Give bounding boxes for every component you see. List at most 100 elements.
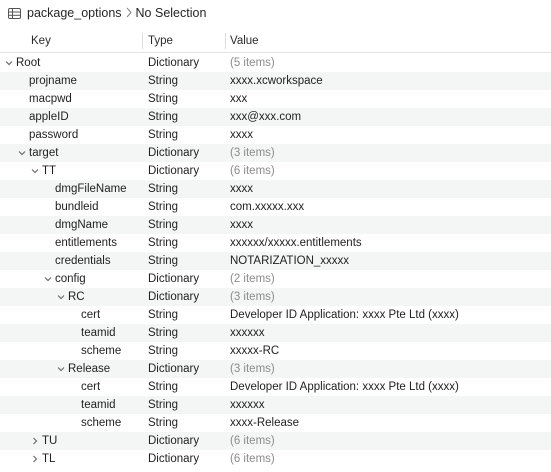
table-row[interactable]: TT Dictionary (6 items) [0, 162, 551, 180]
table-row[interactable]: dmgFileName String xxxx [0, 180, 551, 198]
column-header-key[interactable]: Key [31, 35, 51, 47]
table-row[interactable]: macpwd String xxx [0, 90, 551, 108]
row-value[interactable]: xxxxxx/xxxxx.entitlements [230, 237, 362, 249]
row-type[interactable]: String [148, 417, 179, 429]
row-type[interactable]: Dictionary [148, 273, 200, 285]
breadcrumb-file[interactable]: package_options [27, 6, 122, 20]
row-type[interactable]: String [148, 381, 179, 393]
row-value[interactable]: xxxxx-RC [230, 345, 280, 357]
row-type[interactable]: String [148, 129, 179, 141]
row-type[interactable]: String [148, 255, 179, 267]
row-key[interactable]: dmgName [55, 219, 109, 231]
row-key[interactable]: Release [68, 363, 111, 375]
chevron-down-icon[interactable] [17, 144, 27, 162]
row-value[interactable]: NOTARIZATION_xxxxx [230, 255, 350, 267]
row-type[interactable]: String [148, 75, 179, 87]
chevron-right-icon[interactable] [30, 450, 40, 468]
row-type[interactable]: String [148, 399, 179, 411]
table-row[interactable]: TU Dictionary (6 items) [0, 432, 551, 450]
row-key[interactable]: bundleid [55, 201, 99, 213]
breadcrumb-selection[interactable]: No Selection [135, 6, 207, 20]
column-header-type[interactable]: Type [148, 35, 173, 47]
row-key[interactable]: cert [81, 381, 101, 393]
row-key[interactable]: scheme [81, 345, 122, 357]
row-value[interactable]: xxxxxx [230, 327, 265, 339]
row-key[interactable]: appleID [29, 111, 69, 123]
row-type[interactable]: String [148, 93, 179, 105]
row-type[interactable]: String [148, 201, 179, 213]
table-row[interactable]: cert String Developer ID Application: xxxx… [0, 378, 551, 396]
row-key[interactable]: config [55, 273, 86, 285]
table-row[interactable]: entitlements String xxxxxx/xxxxx.entitleme… [0, 234, 551, 252]
table-row[interactable]: credentials String NOTARIZATION_xxxxx [0, 252, 551, 270]
row-type[interactable]: String [148, 111, 179, 123]
row-value[interactable]: (2 items) [230, 273, 275, 285]
row-key[interactable]: dmgFileName [55, 183, 127, 195]
chevron-down-icon[interactable] [56, 360, 66, 378]
table-row[interactable]: teamid String xxxxxx [0, 396, 551, 414]
row-key[interactable]: Root [16, 57, 41, 69]
row-value[interactable]: xxxx [230, 219, 253, 231]
row-key[interactable]: credentials [55, 255, 111, 267]
row-type[interactable]: Dictionary [148, 291, 200, 303]
row-value[interactable]: (3 items) [230, 291, 275, 303]
chevron-down-icon[interactable] [43, 270, 53, 288]
chevron-down-icon[interactable] [56, 288, 66, 306]
table-row[interactable]: dmgName String xxxx [0, 216, 551, 234]
row-value[interactable]: (6 items) [230, 435, 275, 447]
table-row[interactable]: teamid String xxxxxx [0, 324, 551, 342]
row-type[interactable]: String [148, 327, 179, 339]
table-row[interactable]: bundleid String com.xxxxx.xxx [0, 198, 551, 216]
row-key[interactable]: teamid [81, 327, 116, 339]
row-value[interactable]: xxx [230, 93, 248, 105]
row-key[interactable]: TT [42, 165, 57, 177]
table-row[interactable]: TL Dictionary (6 items) [0, 450, 551, 468]
row-key[interactable]: TL [42, 453, 56, 465]
row-key[interactable]: password [29, 129, 79, 141]
row-value[interactable]: (3 items) [230, 147, 275, 159]
row-value[interactable]: xxxxxx [230, 399, 265, 411]
table-row[interactable]: config Dictionary (2 items) [0, 270, 551, 288]
row-key[interactable]: projname [29, 75, 77, 87]
row-key[interactable]: cert [81, 309, 101, 321]
row-value[interactable]: xxxx.xcworkspace [230, 75, 323, 87]
column-divider[interactable] [142, 33, 143, 49]
chevron-right-icon[interactable] [30, 432, 40, 450]
table-row[interactable]: scheme String xxxxx-RC [0, 342, 551, 360]
row-type[interactable]: String [148, 183, 179, 195]
row-value[interactable]: xxx@xxx.com [230, 111, 302, 123]
table-row[interactable]: appleID String xxx@xxx.com [0, 108, 551, 126]
column-header-value[interactable]: Value [230, 35, 259, 47]
row-value[interactable]: xxxx-Release [230, 417, 300, 429]
row-type[interactable]: Dictionary [148, 57, 200, 69]
row-type[interactable]: Dictionary [148, 435, 200, 447]
row-value[interactable]: (5 items) [230, 57, 275, 69]
table-row[interactable]: projname String xxxx.xcworkspace [0, 72, 551, 90]
row-key[interactable]: TU [42, 435, 58, 447]
row-value[interactable]: xxxx [230, 129, 253, 141]
row-value[interactable]: Developer ID Application: xxxx Pte Ltd (… [230, 381, 459, 393]
table-row[interactable]: password String xxxx [0, 126, 551, 144]
row-type[interactable]: String [148, 345, 179, 357]
row-type[interactable]: String [148, 309, 179, 321]
chevron-down-icon[interactable] [4, 54, 14, 72]
row-key[interactable]: target [29, 147, 59, 159]
row-key[interactable]: entitlements [55, 237, 118, 249]
row-value[interactable]: xxxx [230, 183, 253, 195]
column-divider[interactable] [225, 33, 226, 49]
row-type[interactable]: String [148, 237, 179, 249]
row-key[interactable]: macpwd [29, 93, 72, 105]
table-row[interactable]: Root Dictionary (5 items) [0, 54, 551, 72]
row-value[interactable]: Developer ID Application: xxxx Pte Ltd (… [230, 309, 459, 321]
table-row[interactable]: Release Dictionary (3 items) [0, 360, 551, 378]
table-row[interactable]: scheme String xxxx-Release [0, 414, 551, 432]
row-key[interactable]: teamid [81, 399, 116, 411]
row-value[interactable]: com.xxxxx.xxx [230, 201, 305, 213]
row-type[interactable]: String [148, 219, 179, 231]
table-row[interactable]: cert String Developer ID Application: xxxx… [0, 306, 551, 324]
table-row[interactable]: RC Dictionary (3 items) [0, 288, 551, 306]
row-value[interactable]: (6 items) [230, 453, 275, 465]
row-value[interactable]: (6 items) [230, 165, 275, 177]
chevron-down-icon[interactable] [30, 162, 40, 180]
row-value[interactable]: (3 items) [230, 363, 275, 375]
